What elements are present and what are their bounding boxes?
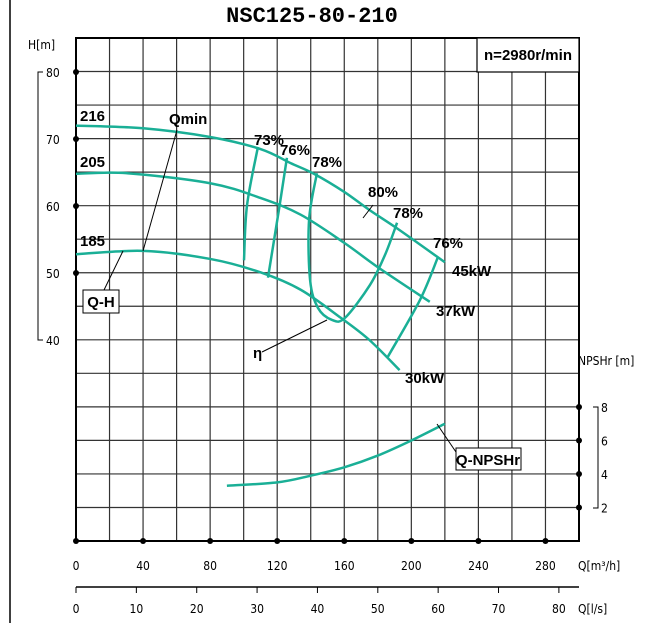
x-tick-label: 160 [334,559,355,573]
qh-box [82,289,120,314]
eff-label-73: 73% [254,132,284,149]
plot-frame [75,37,580,542]
chart-title: NSC125-80-210 [226,4,398,29]
impeller-label-216: 216 [80,108,105,125]
efficiency-curve-3 [386,256,440,358]
x-tick-label: 80 [203,559,217,573]
x-tick-label: 120 [267,559,288,573]
x-tick-dot [542,538,549,544]
y-tick-dot [73,69,79,75]
npsh-label: Q-NPSHr [456,452,520,469]
x-tick-dot [475,538,482,544]
y-tick-dot [73,136,79,142]
qmin-label: Qmin [169,111,207,128]
x2-tick-label: 20 [190,602,204,616]
efficiency-curve-1 [266,157,289,278]
eta-label: η [253,345,262,362]
speed-box [476,37,580,73]
power-label-37kw: 37kW [436,303,476,320]
x-tick-dot [408,538,415,544]
y2-tick-dot [576,504,582,511]
y2-tick-label: 6 [601,435,608,449]
x2-tick-label: 50 [371,602,385,616]
x-tick-dot [73,538,79,544]
y2-tick-dot [576,404,582,410]
impeller-label-185: 185 [80,233,105,250]
y-axis-label: H[m] [28,38,55,52]
eff-80-leader [362,204,374,219]
y2-tick-label: 8 [601,401,608,415]
y-tick-label: 80 [46,66,60,80]
y2-axis-bracket [593,406,599,509]
y-tick-dot [73,203,79,209]
y-tick-dot [73,270,79,276]
impeller-label-205: 205 [80,154,105,171]
power-label-30kw: 30kW [405,370,445,387]
y2-tick-dot [576,437,582,444]
eta-leader [261,319,328,353]
x-tick-label: 200 [401,559,422,573]
y2-axis-label: NPSHr [m] [578,354,634,368]
power-label-45kw: 45kW [452,263,492,280]
y-axis-bracket [37,71,43,341]
y-tick-label: 60 [46,200,60,214]
head-curve-205 [75,171,431,303]
x2-tick-label: 80 [552,602,566,616]
y-tick-label: 70 [46,133,60,147]
y-tick-label: 50 [46,267,60,281]
qh-label: Q-H [87,294,115,311]
x2-tick-label: 60 [431,602,445,616]
efficiency-curve-0 [242,146,260,261]
speed-label: n=2980r/min [484,47,572,64]
eff-label-78: 78% [312,154,342,171]
x-tick-dot [207,538,214,544]
qmin-leader [142,129,178,252]
x2-tick-label: 70 [492,602,506,616]
curves [75,124,446,487]
eff-label-78-right: 78% [393,205,423,222]
npsh-box [455,447,522,471]
x2-tick-label: 40 [311,602,325,616]
head-curve-216 [75,124,446,264]
x2-axis-label: Q[l/s] [578,602,607,616]
eff-label-76-right: 76% [433,235,463,252]
x-tick-label: 240 [468,559,489,573]
y-tick-label: 40 [46,334,60,348]
y2-tick-dot [576,471,582,477]
npsh-leader [436,423,459,456]
y2-tick-label: 4 [601,468,608,482]
qh-leader [103,250,124,291]
x-tick-dot [274,538,281,544]
npshr-curve [226,422,446,487]
eff-label-76: 76% [280,142,310,159]
x-tick-label: 40 [136,559,150,573]
x-tick-dot [341,538,348,544]
x-tick-label: 0 [73,559,80,573]
x2-tick-label: 10 [129,602,143,616]
x2-tick-label: 30 [250,602,264,616]
y2-tick-label: 2 [601,502,608,516]
x-tick-label: 280 [535,559,556,573]
x-tick-dot [140,538,147,544]
x2-tick-label: 0 [73,602,80,616]
eff-label-80: 80% [368,184,398,201]
efficiency-curve-2 [307,172,399,323]
x-axis-label: Q[m³/h] [578,559,620,573]
